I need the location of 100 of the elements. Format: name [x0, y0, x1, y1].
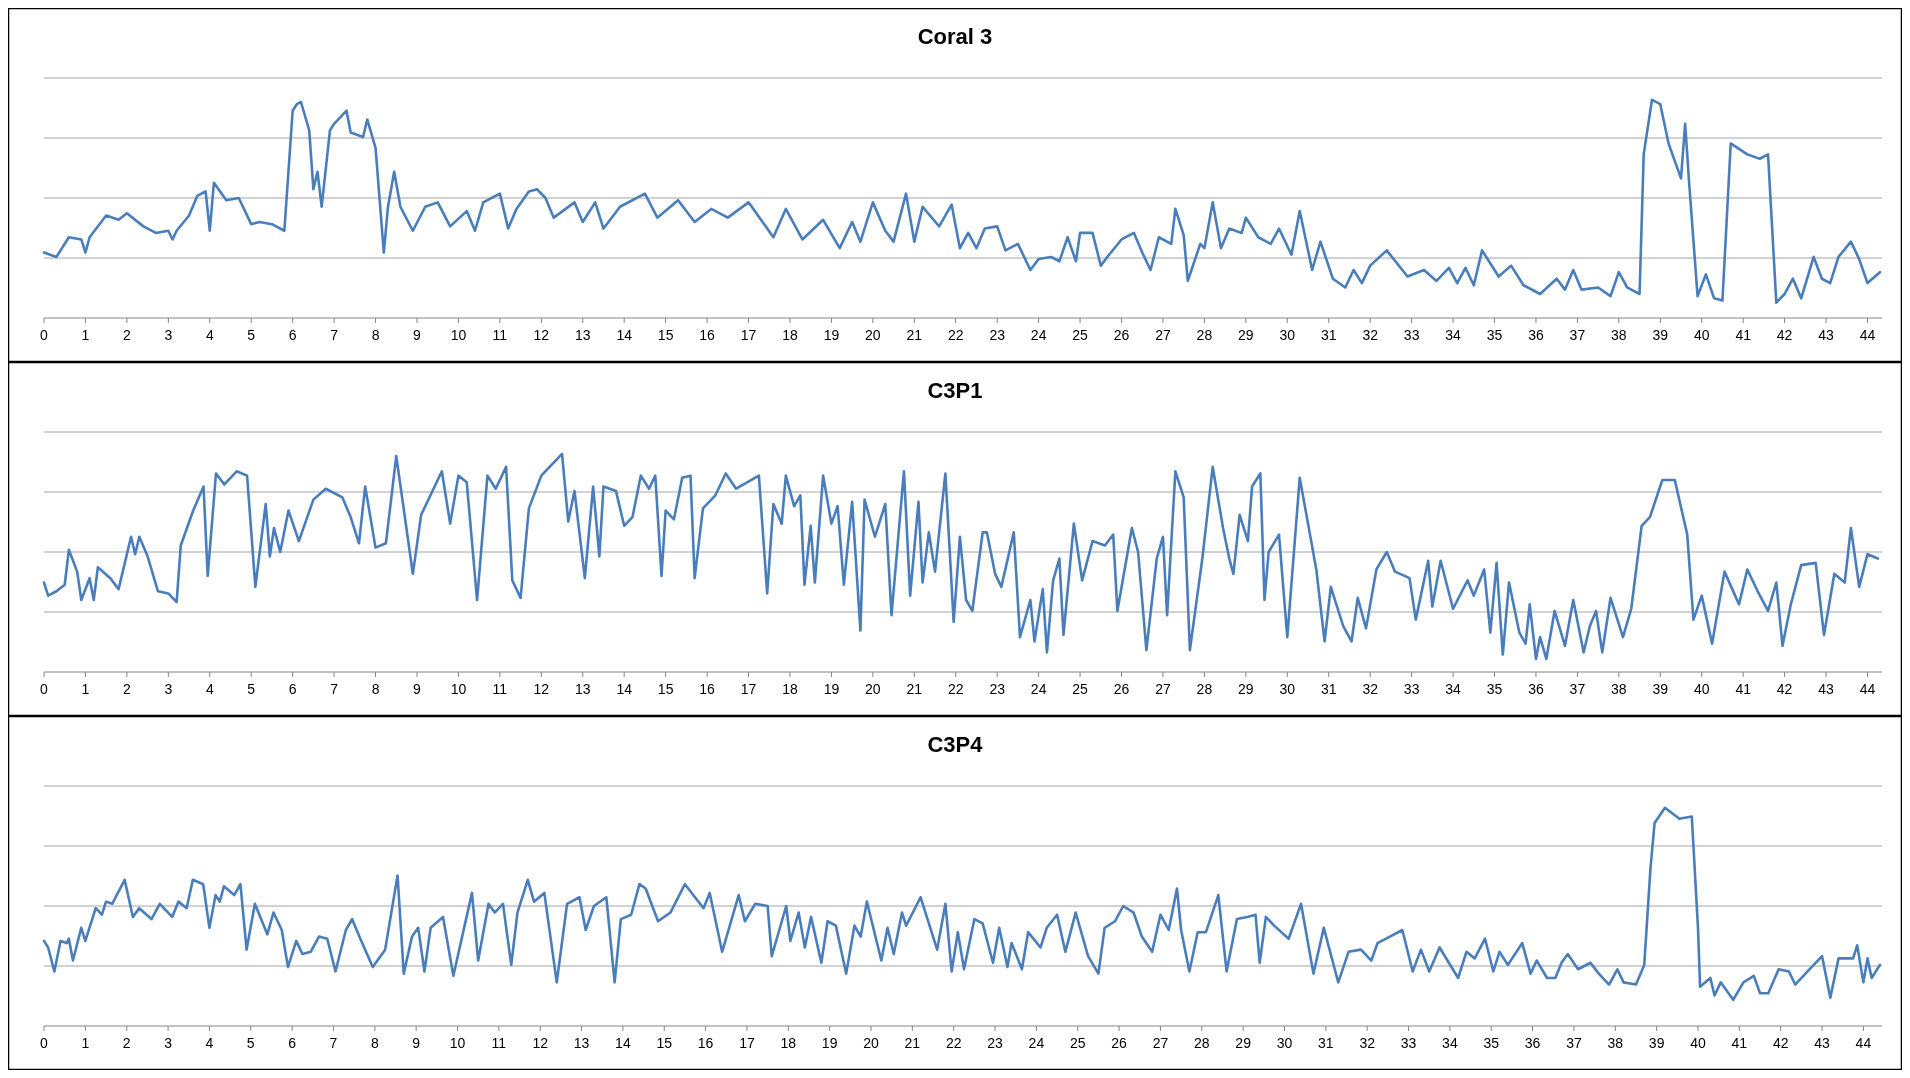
x-tick-label: 31 — [1318, 1035, 1334, 1051]
x-tick-label: 35 — [1486, 681, 1503, 697]
x-tick-label: 13 — [574, 681, 591, 697]
x-tick-label: 11 — [492, 327, 508, 343]
x-tick-label: 44 — [1855, 1035, 1872, 1051]
x-tick-label: 7 — [330, 327, 339, 343]
x-tick-label: 17 — [740, 681, 757, 697]
x-tick-label: 9 — [413, 681, 422, 697]
x-tick-label: 12 — [532, 1035, 549, 1051]
x-tick-label: 16 — [699, 327, 716, 343]
x-tick-label: 40 — [1693, 327, 1710, 343]
x-tick-label: 10 — [449, 1035, 466, 1051]
x-tick-label: 29 — [1238, 327, 1254, 343]
x-tick-label: 32 — [1359, 1035, 1376, 1051]
x-tick-label: 28 — [1196, 681, 1213, 697]
x-tick-label: 18 — [782, 681, 798, 697]
x-tick-label: 31 — [1320, 681, 1337, 697]
chart-title: Coral 3 — [917, 24, 993, 49]
x-tick-label: 2 — [122, 1035, 131, 1051]
x-tick-label: 27 — [1152, 1035, 1169, 1051]
x-tick-label: 39 — [1652, 681, 1669, 697]
x-tick-label: 22 — [947, 681, 964, 697]
x-tick-label: 15 — [657, 327, 674, 343]
x-tick-label: 37 — [1569, 681, 1586, 697]
x-tick-label: 25 — [1069, 1035, 1086, 1051]
x-tick-label: 24 — [1030, 681, 1047, 697]
x-tick-label: 21 — [904, 1035, 921, 1051]
chart-title: C3P1 — [927, 378, 983, 403]
x-tick-label: 30 — [1279, 327, 1296, 343]
x-tick-label: 25 — [1072, 681, 1089, 697]
x-tick-label: 11 — [492, 681, 508, 697]
x-tick-label: 17 — [739, 1035, 755, 1051]
x-tick-label: 8 — [371, 681, 380, 697]
x-tick-label: 25 — [1072, 327, 1089, 343]
x-tick-label: 14 — [615, 1035, 631, 1051]
x-tick-label: 22 — [945, 1035, 962, 1051]
x-tick-label: 14 — [616, 327, 633, 343]
chart-title: C3P4 — [927, 732, 984, 757]
x-tick-label: 32 — [1362, 327, 1379, 343]
x-tick-label: 2 — [122, 681, 131, 697]
x-tick-label: 12 — [533, 681, 550, 697]
x-tick-label: 41 — [1735, 681, 1752, 697]
x-tick-label: 13 — [573, 1035, 590, 1051]
x-tick-label: 29 — [1235, 1035, 1252, 1051]
x-tick-label: 17 — [740, 327, 757, 343]
x-tick-label: 9 — [412, 1035, 421, 1051]
x-tick-label: 20 — [865, 327, 881, 343]
x-tick-label: 34 — [1445, 681, 1462, 697]
x-tick-label: 36 — [1528, 681, 1544, 697]
x-tick-label: 15 — [656, 1035, 673, 1051]
x-tick-label: 41 — [1731, 1035, 1748, 1051]
x-tick-label: 43 — [1818, 681, 1835, 697]
x-tick-label: 10 — [450, 327, 467, 343]
x-tick-label: 1 — [81, 681, 90, 697]
x-tick-label: 30 — [1276, 1035, 1293, 1051]
x-tick-label: 36 — [1524, 1035, 1541, 1051]
x-tick-label: 36 — [1528, 327, 1544, 343]
x-tick-label: 0 — [40, 681, 49, 697]
x-tick-label: 38 — [1611, 681, 1627, 697]
x-tick-label: 34 — [1442, 1035, 1458, 1051]
x-tick-label: 2 — [122, 327, 131, 343]
x-tick-label: 23 — [989, 327, 1006, 343]
x-tick-label: 38 — [1607, 1035, 1624, 1051]
x-tick-label: 16 — [697, 1035, 714, 1051]
x-tick-label: 43 — [1818, 327, 1835, 343]
x-tick-label: 6 — [288, 1035, 297, 1051]
x-tick-label: 30 — [1279, 681, 1296, 697]
x-tick-label: 18 — [780, 1035, 797, 1051]
x-tick-label: 42 — [1776, 327, 1793, 343]
x-tick-label: 26 — [1111, 1035, 1128, 1051]
x-tick-label: 21 — [906, 327, 923, 343]
x-tick-label: 38 — [1611, 327, 1627, 343]
x-tick-label: 24 — [1030, 327, 1047, 343]
x-tick-label: 3 — [164, 681, 173, 697]
x-tick-label: 20 — [863, 1035, 879, 1051]
x-tick-label: 40 — [1693, 681, 1710, 697]
x-tick-label: 26 — [1113, 327, 1130, 343]
x-tick-label: 13 — [574, 327, 591, 343]
x-tick-label: 12 — [533, 327, 550, 343]
x-tick-label: 41 — [1735, 327, 1752, 343]
x-tick-label: 29 — [1238, 681, 1254, 697]
x-tick-label: 1 — [81, 1035, 90, 1051]
x-tick-label: 37 — [1569, 327, 1586, 343]
x-tick-label: 4 — [205, 1035, 214, 1051]
x-tick-label: 27 — [1155, 327, 1171, 343]
x-tick-label: 44 — [1859, 681, 1876, 697]
x-tick-label: 0 — [40, 1035, 49, 1051]
x-tick-label: 39 — [1652, 327, 1669, 343]
x-tick-label: 11 — [491, 1035, 507, 1051]
x-tick-label: 0 — [40, 327, 49, 343]
x-tick-label: 5 — [247, 681, 256, 697]
x-tick-label: 16 — [699, 681, 716, 697]
x-tick-label: 42 — [1772, 1035, 1789, 1051]
x-tick-label: 40 — [1690, 1035, 1706, 1051]
x-tick-label: 1 — [81, 327, 90, 343]
x-tick-label: 21 — [906, 681, 923, 697]
x-tick-label: 23 — [987, 1035, 1004, 1051]
x-tick-label: 7 — [329, 1035, 338, 1051]
x-tick-label: 31 — [1320, 327, 1337, 343]
x-tick-label: 8 — [370, 1035, 379, 1051]
